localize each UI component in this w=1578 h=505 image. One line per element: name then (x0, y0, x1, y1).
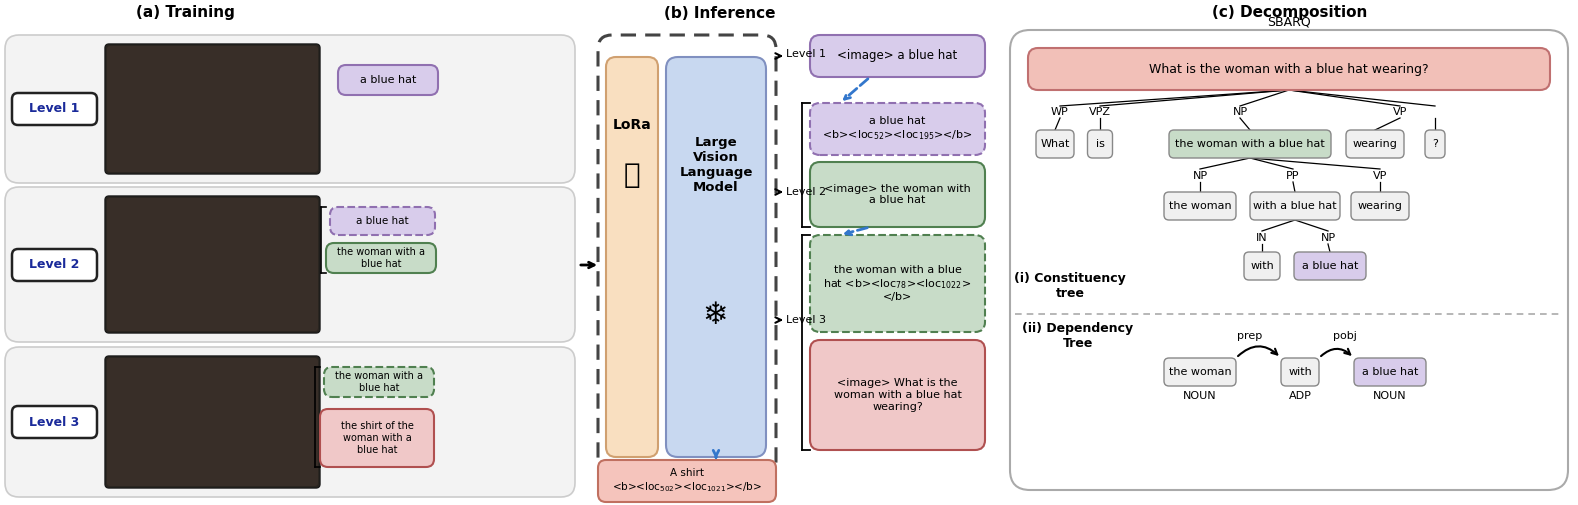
Text: NOUN: NOUN (1373, 391, 1408, 401)
Text: (a) Training: (a) Training (136, 6, 235, 21)
Text: the woman with a blue
hat <b><loc$_{78}$><loc$_{1022}$>
</b>: the woman with a blue hat <b><loc$_{78}$… (824, 265, 972, 302)
Text: <image> a blue hat: <image> a blue hat (838, 49, 958, 63)
FancyBboxPatch shape (323, 367, 434, 397)
Text: NP: NP (1193, 171, 1207, 181)
FancyBboxPatch shape (13, 406, 96, 438)
FancyBboxPatch shape (810, 103, 985, 155)
Text: Level 2: Level 2 (786, 187, 827, 197)
Text: NP: NP (1232, 107, 1248, 117)
Text: VPZ: VPZ (1089, 107, 1111, 117)
Text: (i) Constituency
tree: (i) Constituency tree (1015, 272, 1125, 300)
Text: the woman with a
blue hat: the woman with a blue hat (338, 247, 424, 269)
Text: <image> the woman with
a blue hat: <image> the woman with a blue hat (824, 184, 970, 206)
Text: pobj: pobj (1333, 331, 1357, 341)
FancyBboxPatch shape (106, 356, 320, 488)
Text: wearing: wearing (1352, 139, 1398, 149)
FancyBboxPatch shape (810, 35, 985, 77)
Text: A shirt
<b><loc$_{502}$><loc$_{1021}$></b>: A shirt <b><loc$_{502}$><loc$_{1021}$></… (612, 468, 762, 494)
FancyBboxPatch shape (107, 198, 319, 331)
FancyBboxPatch shape (810, 340, 985, 450)
Text: LoRa: LoRa (612, 118, 652, 132)
Text: prep: prep (1237, 331, 1262, 341)
Text: Level 3: Level 3 (28, 416, 79, 429)
Text: Level 1: Level 1 (28, 103, 79, 116)
Text: SBARQ: SBARQ (1267, 16, 1311, 28)
Text: a blue hat: a blue hat (360, 75, 417, 85)
Text: is: is (1095, 139, 1105, 149)
Text: <image> What is the
woman with a blue hat
wearing?: <image> What is the woman with a blue ha… (833, 378, 961, 412)
FancyBboxPatch shape (606, 57, 658, 457)
Text: Level 2: Level 2 (28, 259, 79, 272)
Text: Level 3: Level 3 (786, 315, 825, 325)
FancyBboxPatch shape (1027, 48, 1550, 90)
Text: VP: VP (1373, 171, 1387, 181)
FancyBboxPatch shape (1169, 130, 1330, 158)
Text: a blue hat: a blue hat (1302, 261, 1359, 271)
Text: VP: VP (1393, 107, 1408, 117)
Text: the woman with a blue hat: the woman with a blue hat (1176, 139, 1326, 149)
Text: ❄️: ❄️ (704, 300, 729, 329)
Text: Level 1: Level 1 (786, 49, 825, 59)
FancyBboxPatch shape (1425, 130, 1445, 158)
Text: a blue hat
<b><loc$_{52}$><loc$_{195}$></b>: a blue hat <b><loc$_{52}$><loc$_{195}$><… (822, 116, 974, 142)
Text: with: with (1250, 261, 1273, 271)
Text: Large
Vision
Language
Model: Large Vision Language Model (679, 136, 753, 194)
FancyBboxPatch shape (1281, 358, 1319, 386)
Text: (ii) Dependency
Tree: (ii) Dependency Tree (1023, 322, 1133, 350)
FancyBboxPatch shape (1250, 192, 1340, 220)
Text: ADP: ADP (1289, 391, 1311, 401)
Text: the woman: the woman (1169, 201, 1231, 211)
FancyBboxPatch shape (598, 460, 776, 502)
Text: wearing: wearing (1357, 201, 1403, 211)
FancyBboxPatch shape (13, 249, 96, 281)
FancyBboxPatch shape (1346, 130, 1404, 158)
FancyBboxPatch shape (107, 358, 319, 486)
FancyBboxPatch shape (1165, 358, 1236, 386)
FancyBboxPatch shape (1165, 192, 1236, 220)
Text: the woman with a
blue hat: the woman with a blue hat (335, 371, 423, 393)
Text: WP: WP (1051, 107, 1068, 117)
Text: the shirt of the
woman with a
blue hat: the shirt of the woman with a blue hat (341, 421, 413, 454)
Text: 🔥: 🔥 (623, 161, 641, 189)
FancyBboxPatch shape (106, 196, 320, 333)
FancyBboxPatch shape (810, 162, 985, 227)
FancyBboxPatch shape (1087, 130, 1112, 158)
FancyBboxPatch shape (810, 235, 985, 332)
Text: (b) Inference: (b) Inference (664, 6, 776, 21)
FancyBboxPatch shape (338, 65, 439, 95)
FancyBboxPatch shape (327, 243, 436, 273)
FancyBboxPatch shape (1294, 252, 1367, 280)
Text: What: What (1040, 139, 1070, 149)
Text: with: with (1288, 367, 1311, 377)
FancyBboxPatch shape (1354, 358, 1427, 386)
FancyBboxPatch shape (5, 35, 574, 183)
Text: NOUN: NOUN (1184, 391, 1217, 401)
FancyBboxPatch shape (1037, 130, 1075, 158)
FancyBboxPatch shape (330, 207, 436, 235)
Text: NP: NP (1321, 233, 1335, 243)
Text: a blue hat: a blue hat (355, 216, 409, 226)
FancyBboxPatch shape (13, 93, 96, 125)
FancyBboxPatch shape (320, 409, 434, 467)
FancyBboxPatch shape (107, 46, 319, 172)
FancyBboxPatch shape (5, 347, 574, 497)
Text: What is the woman with a blue hat wearing?: What is the woman with a blue hat wearin… (1149, 63, 1428, 76)
Text: with a blue hat: with a blue hat (1253, 201, 1337, 211)
Text: IN: IN (1256, 233, 1267, 243)
FancyBboxPatch shape (106, 44, 320, 174)
FancyBboxPatch shape (666, 57, 765, 457)
Text: ?: ? (1433, 139, 1438, 149)
FancyBboxPatch shape (5, 187, 574, 342)
Text: a blue hat: a blue hat (1362, 367, 1419, 377)
FancyBboxPatch shape (1243, 252, 1280, 280)
Text: the woman: the woman (1169, 367, 1231, 377)
Text: PP: PP (1286, 171, 1300, 181)
Text: (c) Decomposition: (c) Decomposition (1212, 6, 1368, 21)
FancyBboxPatch shape (1351, 192, 1409, 220)
